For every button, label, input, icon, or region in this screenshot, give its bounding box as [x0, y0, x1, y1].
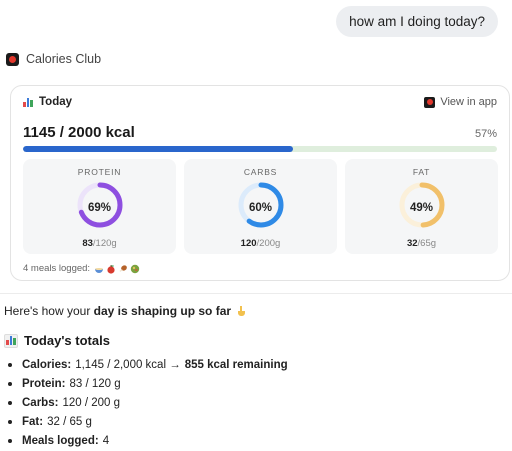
assistant-intro: Here's how your day is shaping up so far — [4, 304, 247, 318]
list-item: Meals logged: 4 — [8, 431, 288, 450]
section-divider — [0, 293, 512, 294]
app-name: Calories Club — [26, 52, 102, 66]
list-item: Protein: 83 / 120 g — [8, 374, 288, 393]
calorie-progress-fill — [23, 146, 294, 152]
view-in-app-label[interactable]: View in app — [440, 96, 497, 108]
list-item: Fat: 32 / 65 g — [8, 412, 288, 431]
protein-ring — [77, 182, 122, 228]
bar-chart-icon — [4, 333, 18, 348]
macro-carbs: CARBS 60% 120/200g — [184, 159, 337, 254]
card-title: Today — [39, 96, 73, 108]
bar-chart-icon — [23, 97, 34, 107]
macro-amount: 83/120g — [82, 238, 117, 249]
totals-heading: Today's totals — [4, 333, 110, 348]
totals-list: Calories: 1,145 / 2,000 kcal → 855 kcal re… — [8, 355, 288, 450]
user-message-bubble: how am I doing today? — [336, 6, 498, 37]
carbs-ring — [238, 182, 283, 228]
totals-title: Today's totals — [24, 333, 110, 348]
macro-title: FAT — [412, 167, 431, 177]
list-item: Carbs: 120 / 200 g — [8, 393, 288, 412]
bowl-icon — [95, 267, 104, 273]
view-in-app-link[interactable]: View in app — [424, 96, 497, 108]
macro-amount: 120/200g — [240, 238, 281, 249]
card-header: Today View in app — [23, 96, 497, 108]
salad-icon — [130, 264, 140, 273]
meal-icons — [94, 264, 140, 274]
kcal-row: 1145 / 2000 kcal 57% — [23, 124, 497, 141]
drumstick-icon — [119, 264, 127, 272]
macro-title: PROTEIN — [77, 167, 122, 177]
pointing-down-icon — [238, 306, 246, 316]
macro-title: CARBS — [243, 167, 278, 177]
macro-amount: 32/65g — [406, 238, 437, 249]
macro-fat: FAT 49% 32/65g — [345, 159, 498, 254]
calories-club-logo-icon — [6, 52, 19, 66]
meals-logged-row: 4 meals logged: — [23, 263, 140, 274]
today-summary-card: Today View in app 1145 / 2000 kcal 57% P… — [10, 85, 510, 281]
macro-percent: 69% — [87, 202, 112, 214]
meals-logged-label: 4 meals logged: — [23, 263, 91, 274]
macro-percent: 49% — [409, 202, 434, 214]
intro-text: Here's how your — [4, 304, 94, 318]
user-message-text: how am I doing today? — [349, 14, 485, 29]
apple-icon — [107, 264, 115, 274]
intro-bold: day is shaping up so far — [93, 304, 232, 318]
macro-protein: PROTEIN 69% 83/120g — [23, 159, 176, 254]
macro-percent: 60% — [248, 202, 273, 214]
list-item: Calories: 1,145 / 2,000 kcal → 855 kcal re… — [8, 355, 288, 374]
app-attribution: Calories Club — [6, 52, 101, 66]
kcal-total: 1145 / 2000 kcal — [23, 124, 135, 141]
fat-ring — [399, 182, 444, 228]
calorie-progress-bar — [23, 146, 497, 152]
kcal-percent: 57% — [474, 128, 497, 140]
card-title-group: Today — [23, 96, 72, 108]
app-logo-icon — [424, 96, 436, 108]
